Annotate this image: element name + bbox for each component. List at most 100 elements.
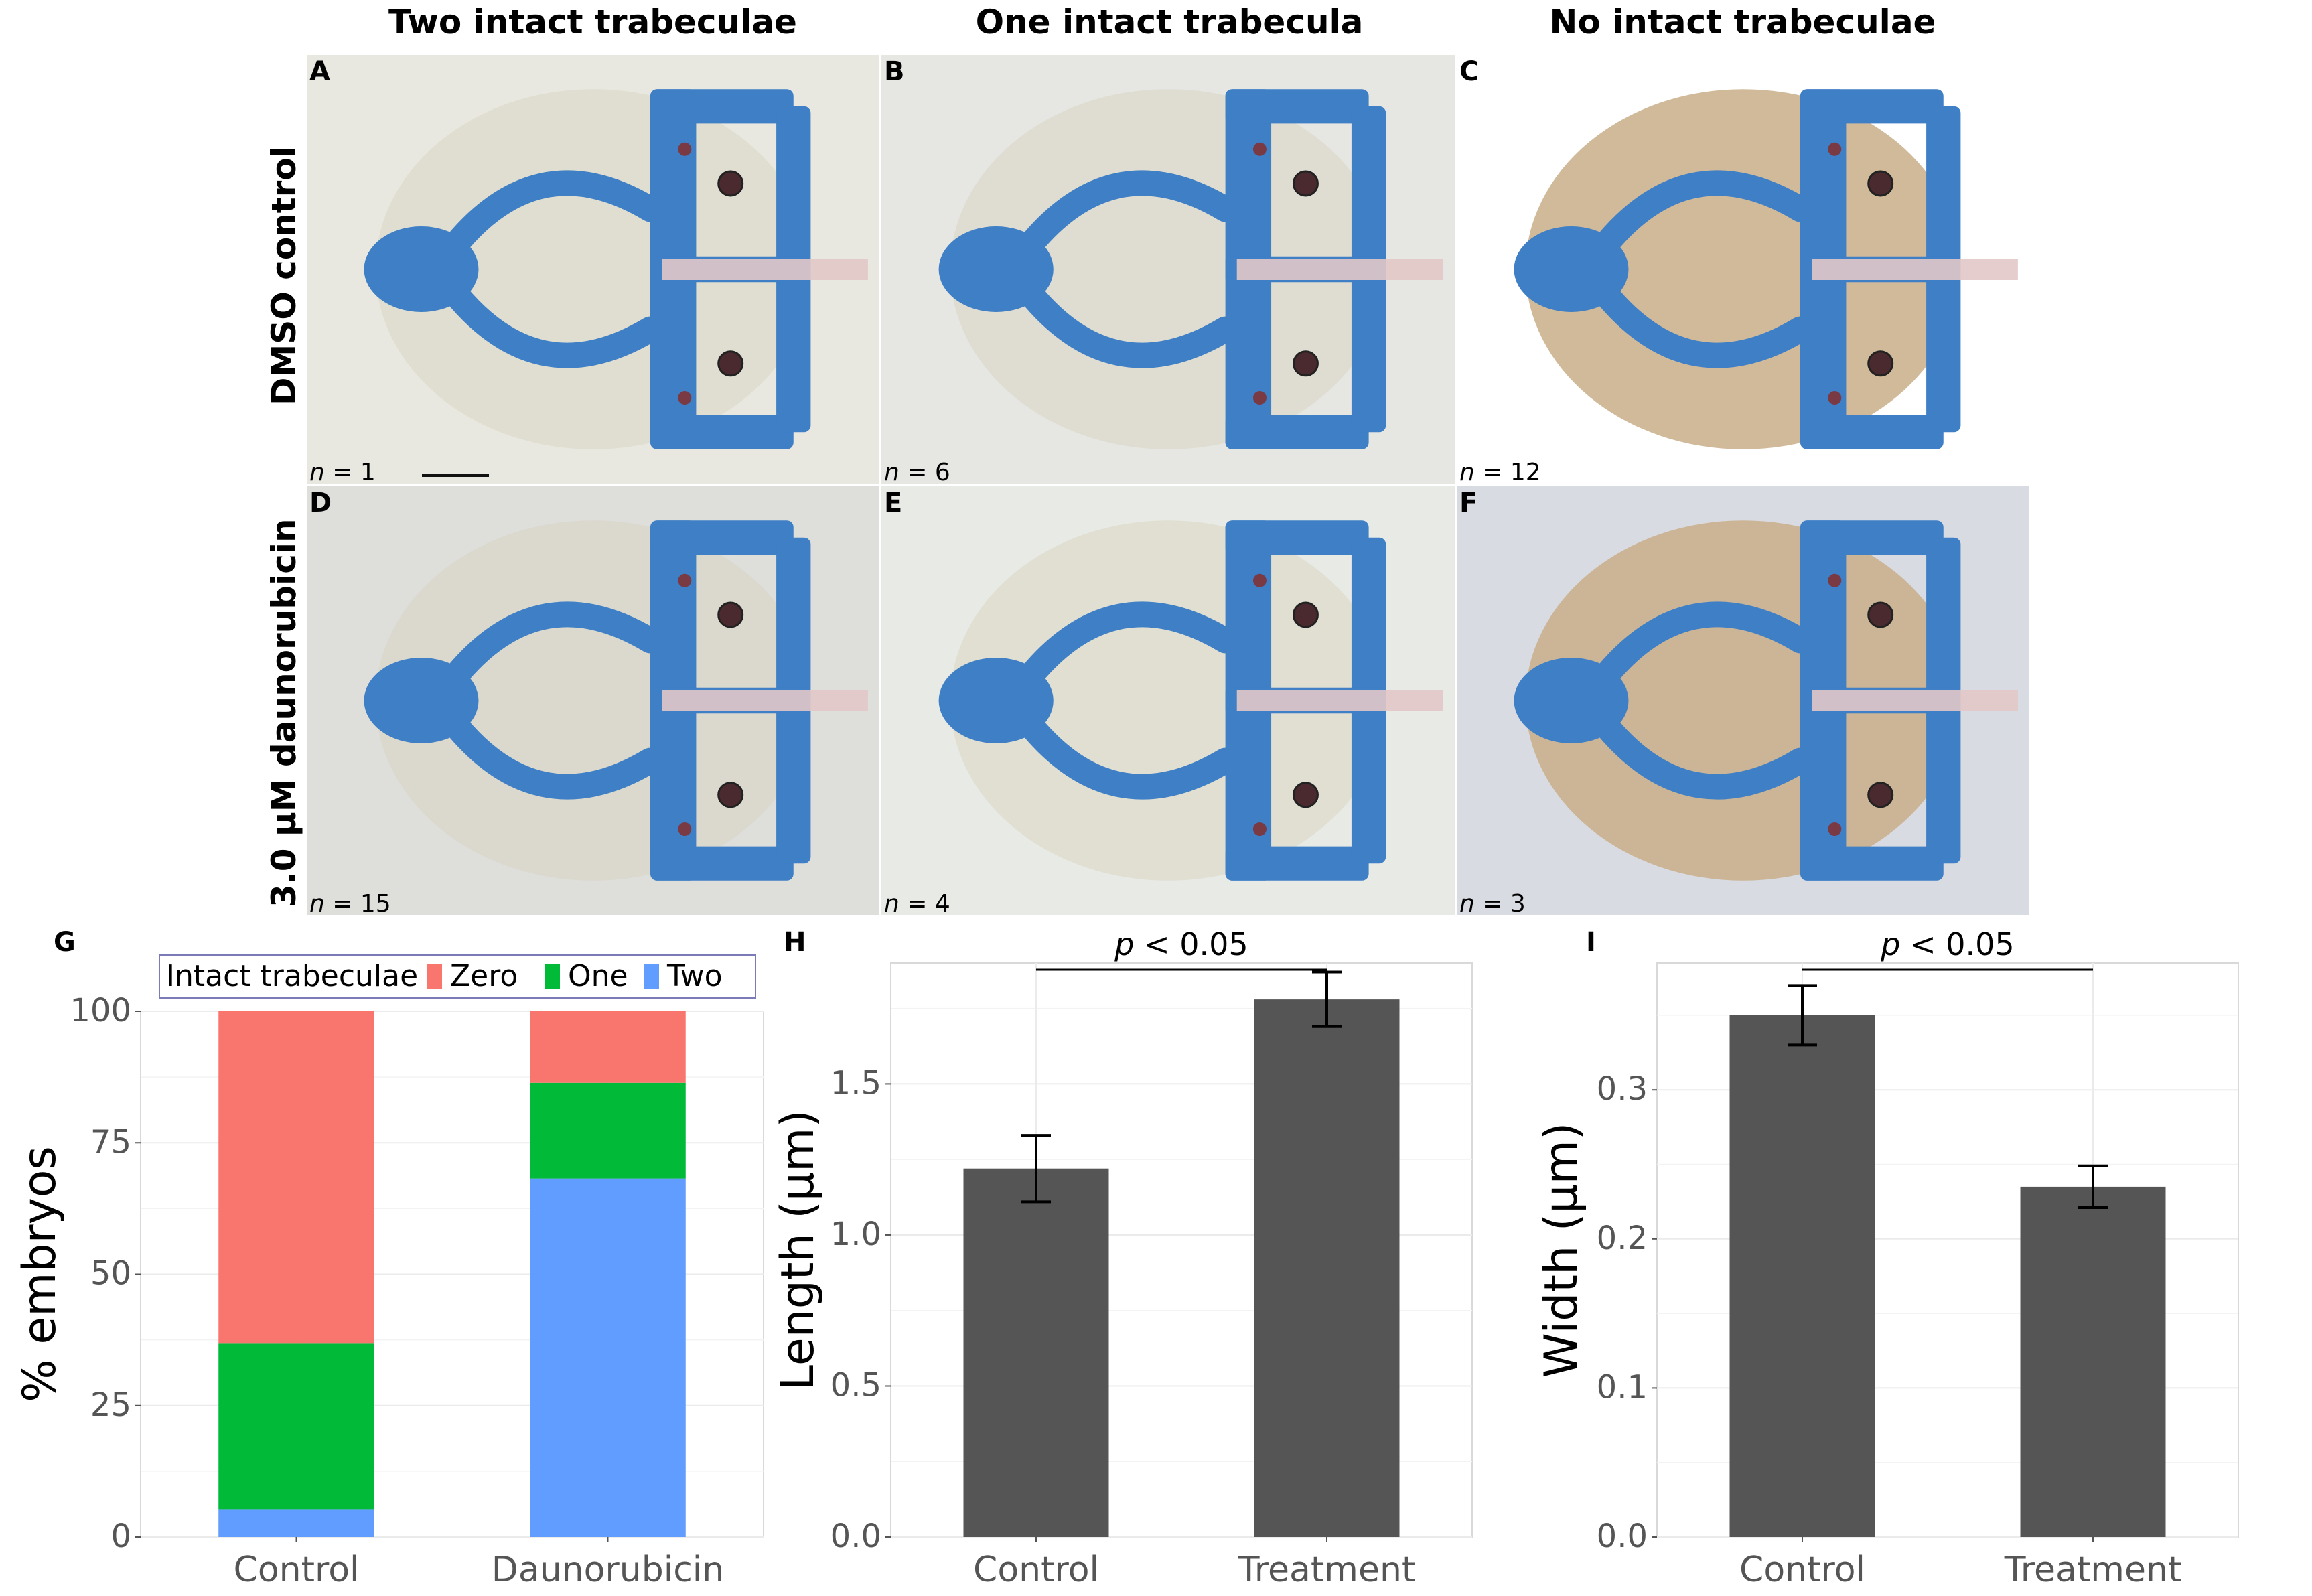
notochord (662, 690, 868, 711)
otolith (678, 391, 692, 405)
y-tick-label: 0.0 (830, 1518, 881, 1555)
otolith (1292, 170, 1319, 197)
tissue-shape (1525, 89, 1961, 449)
bar (1729, 1015, 1875, 1537)
y-tick-label: 1.0 (830, 1216, 881, 1253)
p-value-label: p < 0.05 (1880, 926, 2014, 962)
sample-size: n = 6 (884, 459, 950, 484)
trabecula-upper (1587, 170, 1813, 265)
skull-illustration (1514, 520, 2018, 881)
legend-label: Two (666, 959, 723, 993)
y-tick-label: 25 (90, 1386, 131, 1424)
notochord (1812, 690, 2018, 711)
otolith (717, 782, 744, 808)
y-tick-label: 0.0 (1597, 1518, 1648, 1555)
x-tick-label: Treatment (1238, 1550, 1416, 1590)
otolith (717, 170, 744, 197)
legend-title: Intact trabeculae (166, 959, 418, 993)
tissue-shape (375, 89, 811, 449)
sample-size: n = 3 (1459, 890, 1526, 915)
otolith (1867, 170, 1894, 197)
capsule-bottom (650, 846, 794, 881)
sample-size: n = 15 (309, 890, 391, 915)
capsule-bottom (1800, 846, 1944, 881)
otolith (678, 142, 692, 156)
y-axis-label: Length (μm) (772, 1110, 824, 1390)
legend-key-two (644, 964, 659, 989)
y-tick-label: 0.5 (830, 1366, 881, 1404)
tissue-shape (375, 520, 811, 881)
otolith (1828, 822, 1842, 836)
skull-illustration (364, 520, 868, 881)
bar (2020, 1186, 2166, 1537)
y-tick-label: 0 (111, 1518, 131, 1555)
y-tick-label: 0.1 (1597, 1368, 1648, 1406)
column-title-none: No intact trabeculae (1549, 3, 1936, 42)
legend-key-zero (427, 964, 442, 989)
tissue-shape (950, 89, 1386, 449)
chart-g: G 0 25 50 75 100 Control Daunorubicin % embryos I… (0, 918, 770, 1596)
capsule-top (650, 89, 794, 124)
chart-h: H 0.0 0.5 1.0 1.5 Control Treatment Length (μm)… (770, 918, 1540, 1596)
panel-label: F (1459, 488, 1478, 518)
tissue-shape (950, 520, 1386, 881)
sample-size: n = 1 (309, 459, 376, 484)
otolith (1252, 142, 1267, 156)
sample-size: n = 4 (884, 890, 950, 915)
trabecula-upper (1012, 601, 1238, 697)
panel-label: E (884, 488, 903, 518)
tissue-shape (1525, 520, 1961, 881)
capsule-top (650, 520, 794, 555)
otolith (1828, 573, 1842, 587)
capsule-top (1225, 89, 1369, 124)
otolith (1292, 782, 1319, 808)
skull-illustration (364, 89, 868, 449)
skull-illustration (938, 89, 1443, 449)
otolith (717, 601, 744, 628)
bar-segment-zero (218, 1011, 374, 1344)
trabecula-upper (1587, 601, 1813, 697)
y-tick-label: 0.2 (1597, 1220, 1648, 1257)
legend-box (159, 954, 756, 999)
skull-illustration (1514, 89, 2018, 449)
capsule-bottom (1225, 415, 1369, 449)
trabecula-upper (437, 170, 663, 265)
column-title-one: One intact trabecula (975, 3, 1364, 42)
y-tick-label: 50 (90, 1255, 131, 1293)
capsule-top (1800, 520, 1944, 555)
capsule-top (1225, 520, 1369, 555)
x-tick-label: Treatment (2004, 1550, 2182, 1590)
panel-label: H (784, 927, 806, 958)
trabecula-lower (1012, 705, 1238, 800)
otolith (1828, 391, 1842, 405)
otolith (1867, 782, 1894, 808)
panel-label: A (309, 56, 330, 87)
y-axis-label: % embryos (13, 1146, 66, 1402)
capsule-bottom (1225, 846, 1369, 881)
y-tick-label: 0.3 (1597, 1070, 1648, 1108)
y-axis-label: Width (μm) (1535, 1122, 1588, 1378)
p-value-label: p < 0.05 (1114, 926, 1248, 962)
column-title-two: Two intact trabeculae (388, 3, 797, 42)
notochord (1236, 259, 1443, 280)
otolith (1867, 601, 1894, 628)
y-tick-label: 1.5 (830, 1064, 881, 1102)
trabecula-lower (1587, 705, 1813, 800)
otolith (1292, 350, 1319, 377)
bar (1254, 999, 1400, 1537)
otolith (717, 350, 744, 377)
x-tick-label: Daunorubicin (492, 1550, 724, 1590)
capsule-bottom (1800, 415, 1944, 449)
bar-segment-one (530, 1082, 686, 1179)
panel-label: C (1459, 56, 1479, 87)
otolith (1867, 350, 1894, 377)
panel-label: B (884, 56, 905, 87)
otolith (1252, 391, 1267, 405)
otolith (678, 822, 692, 836)
bar-segment-one (218, 1343, 374, 1510)
